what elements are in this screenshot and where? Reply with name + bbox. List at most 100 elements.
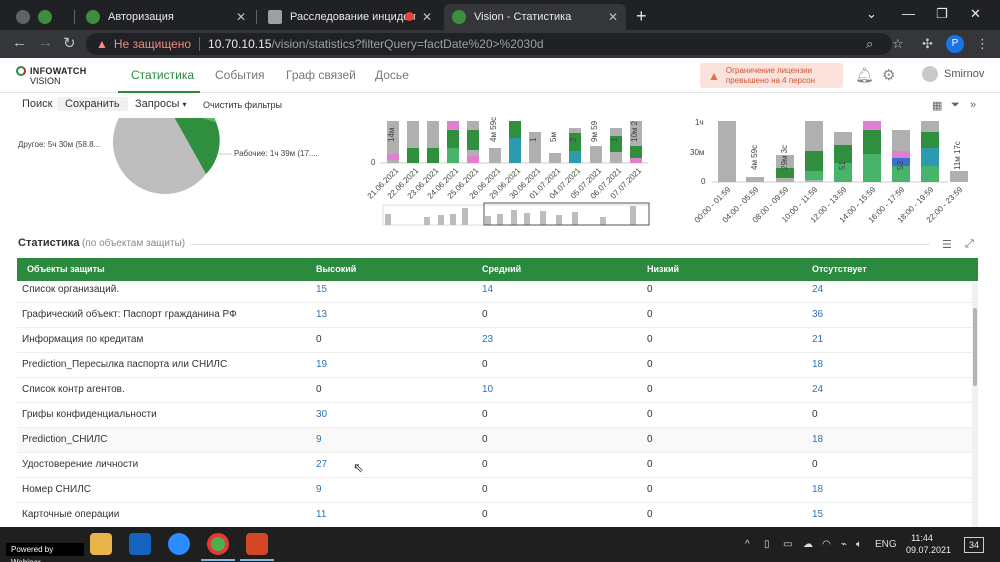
search-button[interactable]: Поиск [22,98,53,110]
browser-tab-pinned[interactable] [8,4,72,30]
filter-icon[interactable]: ⏷ [951,99,960,111]
column-header[interactable]: Высокий [316,264,357,274]
count-cell-mid[interactable]: 14 [482,284,494,295]
close-icon[interactable]: ✕ [421,10,432,24]
powerpoint-icon[interactable] [246,533,268,555]
clear-filters-button[interactable]: Очистить фильтры [203,100,282,110]
count-cell-none[interactable]: 15 [812,509,824,520]
table-row[interactable]: Грифы конфиденциальности 30 0 0 0 [17,403,978,428]
count-cell-high[interactable]: 9 [316,484,322,495]
nav-dossier[interactable]: Досье [375,68,409,82]
table-row[interactable]: Номер СНИЛС 9 0 0 18 [17,478,978,503]
table-row[interactable]: Список контр агентов. 0 10 0 24 [17,378,978,403]
new-tab-button[interactable]: + [636,6,647,26]
infowatch-logo[interactable]: INFOWATCH VISION [16,66,96,86]
bookmark-star-icon[interactable]: ☆ [892,36,904,51]
chrome-icon[interactable] [207,533,229,555]
hour-bar-chart[interactable] [718,121,968,182]
count-cell-none[interactable]: 18 [812,359,824,370]
count-cell-high[interactable]: 15 [316,284,328,295]
nav-graph[interactable]: Граф связей [286,68,356,82]
date-range-minimap[interactable] [382,202,650,226]
menu-kebab-icon[interactable]: ⋮ [976,36,989,51]
table-row[interactable]: Удостоверение личности 27 0 0 0 [17,453,978,478]
collapse-icon[interactable]: » [970,99,977,111]
tray-battery-icon[interactable]: ▭ [783,539,793,550]
reload-icon[interactable]: ↻ [63,35,76,52]
zoom-icon[interactable]: ⌕ [866,36,874,51]
count-cell-none[interactable]: 24 [812,384,824,395]
table-row[interactable]: Prediction_СНИЛС 9 0 0 18 [17,428,978,453]
count-cell-high[interactable]: 11 [316,509,327,520]
count-cell-high[interactable]: 27 [316,459,328,470]
count-cell-none[interactable]: 36 [812,309,824,320]
clock[interactable]: 11:44 09.07.2021 [906,533,952,555]
bar-value-label: 4м 59с [750,144,759,170]
outlook-icon[interactable] [129,533,151,555]
column-header[interactable]: Объекты защиты [27,264,105,274]
forward-arrow-icon[interactable]: → [38,34,53,51]
back-arrow-icon[interactable]: ← [12,34,27,51]
minimize-button[interactable]: — [902,6,915,21]
tab-search-icon[interactable]: ⌄ [866,6,877,21]
save-button[interactable]: Сохранить [57,97,128,111]
browser-tab-auth[interactable]: Авторизация ✕ [78,4,254,30]
tray-cloud-icon[interactable]: ☁ [803,539,813,550]
insecure-label: Не защищено [113,37,192,51]
tray-usb-icon[interactable]: ▯ [764,539,770,550]
queries-dropdown[interactable]: Запросы ▾ [135,98,187,110]
statistics-table-body: Список организаций. 15 14 0 24 Графический об… [17,281,978,527]
table-row[interactable]: Информация по кредитам 0 23 0 21 [17,328,978,353]
count-cell-high[interactable]: 19 [316,359,328,370]
restore-button[interactable]: ❐ [936,6,948,21]
language-indicator[interactable]: ENG [875,539,897,550]
grid-icon[interactable]: ▦ [932,100,943,112]
table-row[interactable]: Графический объект: Паспорт гражданина Р… [17,303,978,328]
avatar[interactable] [922,66,938,82]
count-cell-high[interactable]: 13 [316,309,328,320]
tray-network-icon[interactable]: ⌁ [841,539,848,550]
date-bar-chart[interactable] [387,121,642,163]
close-icon[interactable]: ✕ [235,10,246,24]
column-header[interactable]: Средний [482,264,522,274]
expand-icon[interactable]: ⤢ [965,238,974,250]
gear-icon[interactable]: ⚙ [882,67,896,84]
table-scrollbar[interactable] [972,283,978,527]
notifications-button[interactable]: 34 [964,537,984,553]
count-cell-none[interactable]: 21 [812,334,824,345]
table-row[interactable]: Prediction_Пересылка паспорта или СНИЛС 1… [17,353,978,378]
count-cell-mid[interactable]: 10 [482,384,494,395]
extensions-puzzle-icon[interactable]: ✣ [922,36,933,51]
license-warning-badge[interactable]: ▲ Ограничение лицензии превышено на 4 пе… [700,63,843,88]
nav-events[interactable]: События [215,68,265,82]
count-cell-none[interactable]: 18 [812,434,824,445]
count-cell-high[interactable]: 30 [316,409,328,420]
scrollbar-thumb[interactable] [973,308,977,386]
settings-sliders-icon[interactable]: ☰ [942,239,952,251]
window-close-button[interactable]: ✕ [970,6,981,21]
count-cell-none[interactable]: 24 [812,284,824,295]
bell-icon[interactable]: 🔔︎ [855,67,875,84]
count-cell-high[interactable]: 9 [316,434,322,445]
windows-taskbar: ^ ▯ ▭ ☁ ◠ ⌁ 🔈︎ ENG 11:44 09.07.2021 34 [0,527,1000,562]
nav-statistics[interactable]: Статистика [131,68,195,82]
table-row[interactable]: Карточные операции 11 0 0 15 [17,503,978,527]
pie-chart[interactable] [112,118,220,195]
column-header[interactable]: Отсутствует [812,264,867,274]
close-icon[interactable]: ✕ [607,10,618,24]
address-bar[interactable]: ▲ Не защищено 10.70.10.15 /vision/statis… [86,33,892,55]
count-cell-none[interactable]: 18 [812,484,824,495]
profile-avatar[interactable]: P [946,35,964,53]
user-name[interactable]: Smirnov [944,68,985,80]
tab-title: Авторизация [108,11,174,23]
tray-wifi-icon[interactable]: ◠ [822,539,831,550]
table-row[interactable]: Список организаций. 15 14 0 24 [17,281,978,303]
zoom-app-icon[interactable] [168,533,190,555]
tray-chevron-icon[interactable]: ^ [745,539,750,550]
browser-tab-incidents[interactable]: Расследование инцидентов ✕ [260,4,440,30]
count-cell-mid[interactable]: 23 [482,334,494,345]
file-explorer-icon[interactable] [90,533,112,555]
tray-volume-icon[interactable]: 🔈︎ [856,539,862,550]
browser-tab-statistics[interactable]: Vision - Статистика ✕ [444,4,626,30]
column-header[interactable]: Низкий [647,264,680,274]
